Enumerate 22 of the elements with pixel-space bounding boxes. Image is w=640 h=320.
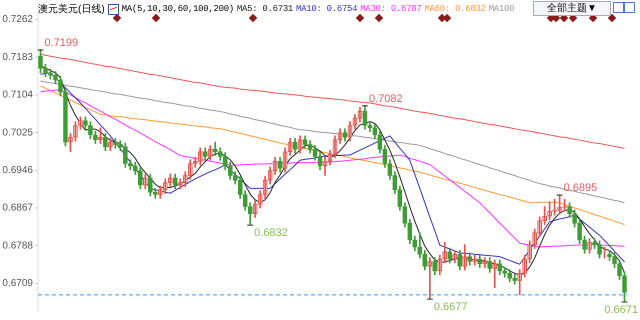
chart-title: 澳元美元(日线) — [38, 2, 105, 16]
y-tick-label: 0.6946 — [2, 165, 34, 176]
annotation: 0.6895 — [564, 182, 598, 194]
annotation: 0.6677 — [434, 301, 468, 314]
y-tick-label: 0.7183 — [2, 52, 34, 63]
text: MA60: 0.6832 — [424, 4, 486, 14]
y-tick-label: 0.6867 — [2, 202, 34, 214]
text: MA30: 0.6787 — [360, 4, 422, 14]
y-tick-label: 0.7262 — [2, 14, 34, 26]
chart-subtitle: MA(5,10,30,60,100,200) — [122, 4, 234, 14]
annotation: 0.7199 — [44, 37, 78, 50]
y-tick-label: 0.6709 — [2, 278, 34, 290]
y-tick-label: 0.7025 — [2, 127, 34, 138]
annotation: 全部主题▼ — [533, 1, 611, 16]
annotation: 0.7082 — [368, 92, 403, 105]
text: MA5: 0.6731 — [236, 4, 294, 14]
text: MA100 — [488, 4, 514, 14]
text: MA10: 0.6754 — [296, 4, 358, 14]
y-tick-label: 0.7104 — [2, 90, 34, 101]
annotation: 0.6832 — [254, 227, 288, 240]
y-tick-label: 0.6788 — [2, 240, 34, 252]
annotation: 0.6671 — [604, 304, 638, 316]
